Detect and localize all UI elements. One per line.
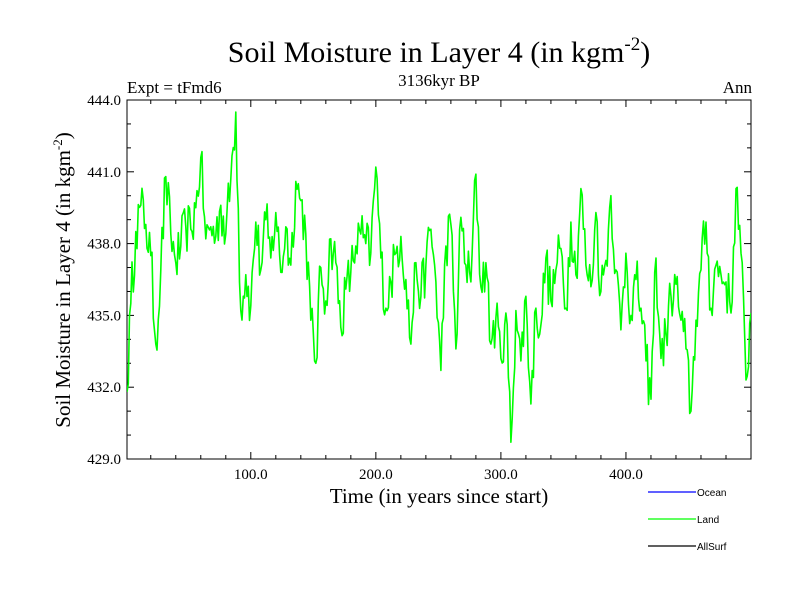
y-tick-label: 441.0 xyxy=(87,165,121,181)
plot-area xyxy=(127,111,751,444)
x-tick-label: 200.0 xyxy=(359,467,393,483)
plot-frame xyxy=(126,99,752,460)
series-line-land xyxy=(127,111,751,444)
y-axis-label: Soil Moisture in Layer 4 (in kgm-2) xyxy=(50,132,75,427)
y-tick-label: 438.0 xyxy=(87,237,121,253)
season-label: Ann xyxy=(723,78,753,97)
x-tick-label: 100.0 xyxy=(234,467,268,483)
legend-label-allsurf: AllSurf xyxy=(697,542,727,553)
axes: 429.0 432.0 435.0 438.0 441.0 444.0 100.0 200.0… xyxy=(87,93,752,483)
chart-title: Soil Moisture in Layer 4 (in kgm-2) xyxy=(228,34,650,69)
y-tick-label: 432.0 xyxy=(87,380,121,396)
y-tick-label: 429.0 xyxy=(87,452,121,468)
legend: Ocean Land AllSurf xyxy=(648,488,727,553)
x-tick-label: 300.0 xyxy=(484,467,518,483)
x-axis-label: Time (in years since start) xyxy=(330,484,549,508)
x-tick-label: 400.0 xyxy=(609,467,643,483)
experiment-label: Expt = tFmd6 xyxy=(127,78,222,97)
y-tick-label: 435.0 xyxy=(87,308,121,324)
legend-label-land: Land xyxy=(697,515,719,526)
y-tick-label: 444.0 xyxy=(87,93,121,109)
period-label: 3136kyr BP xyxy=(398,71,480,90)
legend-label-ocean: Ocean xyxy=(697,488,726,499)
